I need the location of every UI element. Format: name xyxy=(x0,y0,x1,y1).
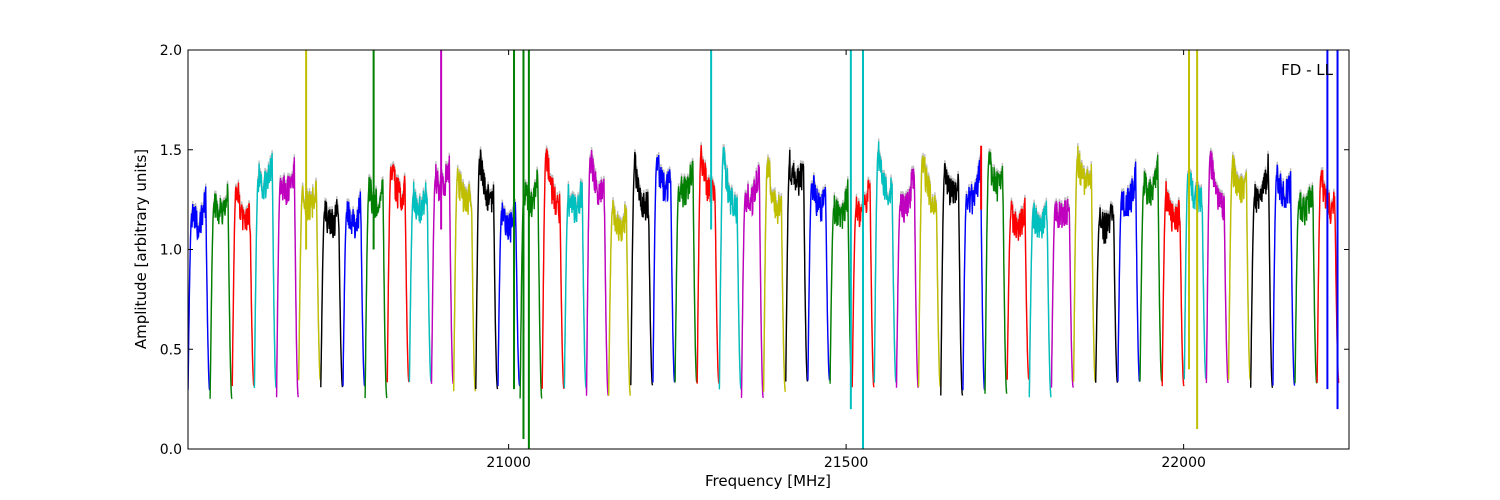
spectrum-band-line xyxy=(1205,150,1229,384)
y-axis-label: Amplitude [arbitrary units] xyxy=(132,149,150,349)
spectrum-band-line xyxy=(895,168,919,388)
spectrum-band-line xyxy=(563,181,587,389)
spectrum-band-line xyxy=(1006,197,1030,380)
y-tick-label: 0.5 xyxy=(160,342,182,358)
y-tick-label: 1.0 xyxy=(160,243,182,259)
chart-annotation: FD - LL xyxy=(1281,61,1333,79)
spectrum-band-line xyxy=(762,157,786,393)
plot-background xyxy=(188,50,1349,449)
spectrum-band-line xyxy=(298,180,322,381)
spectrum-band-line xyxy=(320,199,344,388)
spectrum-band-line xyxy=(1117,161,1141,382)
spectrum-band-line xyxy=(364,176,388,399)
spectrum-band-line xyxy=(1072,146,1096,382)
spectrum-band-line xyxy=(541,148,565,390)
spectrum-band-line xyxy=(253,152,277,389)
spectrum-band-line xyxy=(829,179,853,384)
spectrum-band-line xyxy=(785,149,809,382)
spectrum-band-line xyxy=(231,182,255,387)
x-tick-label: 21000 xyxy=(486,455,531,471)
spectrum-band-line xyxy=(940,162,964,396)
spectrum-band-line xyxy=(1050,198,1074,388)
spectrum-band-line xyxy=(917,155,941,387)
spectrum-band-line xyxy=(1272,164,1296,386)
spectrum-band-line xyxy=(652,154,676,383)
spectrum-band-line xyxy=(585,149,609,396)
spectrum-band-line xyxy=(1139,154,1163,382)
x-tick-label: 22000 xyxy=(1161,455,1206,471)
y-tick-label: 2.0 xyxy=(160,43,182,59)
spectrum-band-line xyxy=(807,175,831,381)
spectrum-band-line xyxy=(1095,203,1119,383)
spectrum-band-line xyxy=(1183,171,1207,380)
spectrum-band-line xyxy=(1028,200,1052,398)
spectrum-band-line xyxy=(873,141,897,383)
spectrum-band-line xyxy=(608,200,632,396)
spectrum-band-line xyxy=(209,183,233,399)
spectrum-band-line xyxy=(1250,153,1274,388)
spectrum-band-line xyxy=(1227,154,1251,380)
spectrum-band-line xyxy=(630,152,654,386)
x-axis-label: Frequency [MHz] xyxy=(705,472,831,490)
spectrum-band-line xyxy=(740,164,764,399)
spectrum-band-line xyxy=(1294,185,1318,384)
spectrum-band-line xyxy=(188,186,211,391)
y-tick-label: 1.5 xyxy=(160,143,182,159)
x-tick-label: 21500 xyxy=(824,455,869,471)
spectrum-band-line xyxy=(497,201,521,387)
spectrum-band-line xyxy=(342,191,366,387)
spectrum-band-line xyxy=(453,167,477,392)
spectrum-band-line xyxy=(475,149,499,390)
spectrum-band-line xyxy=(718,146,742,390)
spectrum-band-line xyxy=(408,181,432,383)
series-layer xyxy=(188,50,1340,449)
tick-layer: 21000 21500 22000 0.0 0.5 1.0 1.5 2.0 xyxy=(160,43,1349,471)
spectrum-band-line xyxy=(984,150,1008,394)
y-tick-label: 0.0 xyxy=(160,442,182,458)
spectrum-band-line xyxy=(275,157,299,398)
spectrum-band-line xyxy=(696,145,720,384)
spectrum-band-line xyxy=(674,160,698,383)
spectrum-band-line xyxy=(430,155,454,384)
spectrum-band-line xyxy=(386,164,410,383)
spectrum-band-line xyxy=(1161,181,1185,387)
